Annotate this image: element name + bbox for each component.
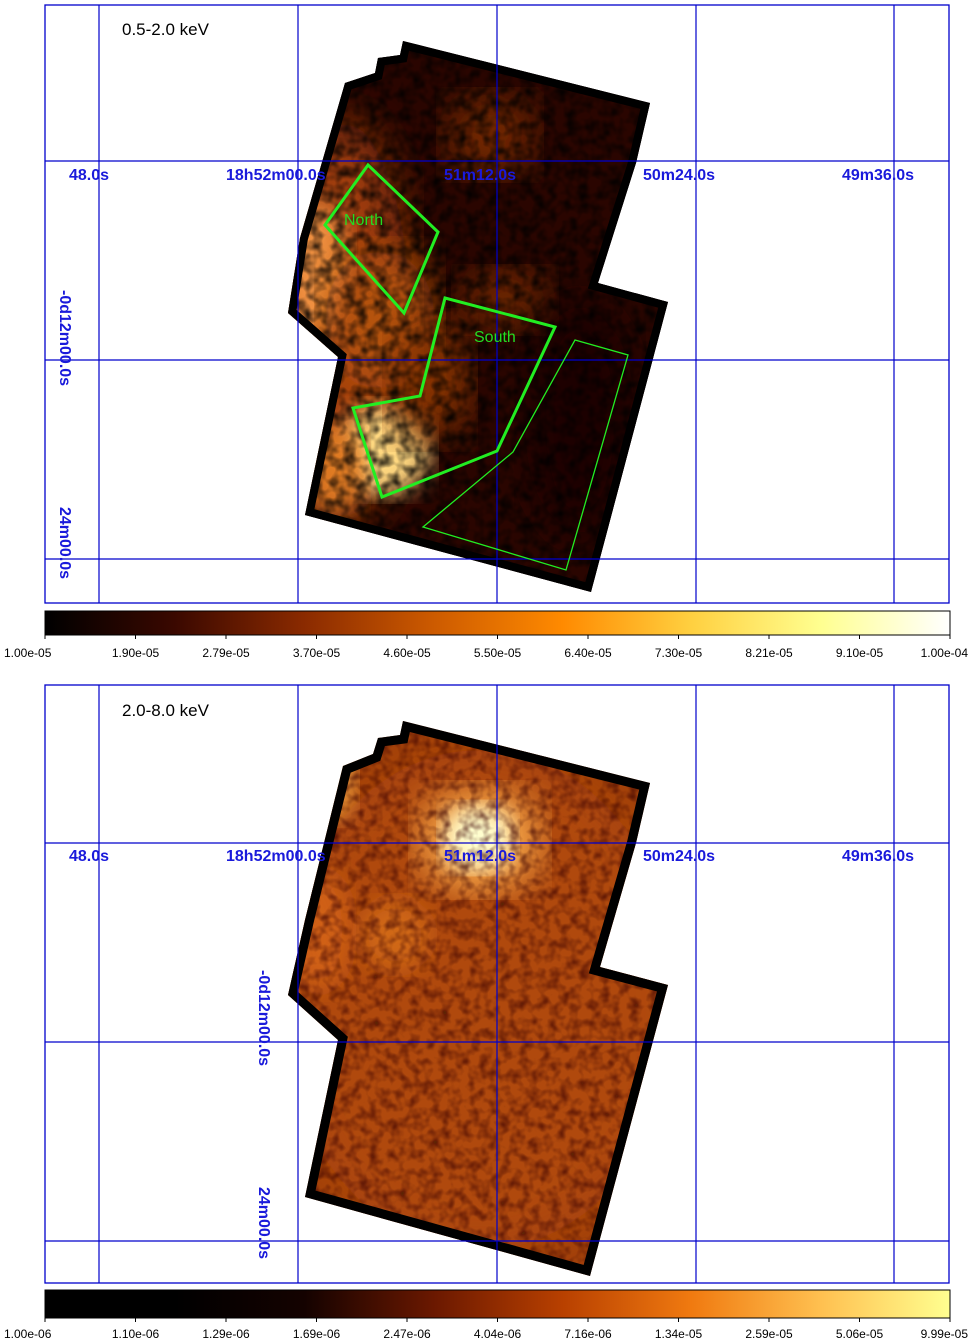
colorbar-soft: 1.00e-05 1.90e-05 2.79e-05 3.70e-05 4.60e-05… bbox=[4, 610, 968, 660]
ra-label: 48.0s bbox=[69, 167, 109, 184]
colorbar-strip-soft bbox=[45, 611, 950, 635]
ra-label: 49m36.0s bbox=[842, 167, 914, 184]
region-label-north: North bbox=[344, 212, 383, 229]
ra-label: 49m36.0s bbox=[842, 848, 914, 865]
colorbar-tick-label: 1.00e-06 bbox=[4, 1327, 52, 1341]
dec-axis-labels-soft: -0d12m00.0s 24m00.0s bbox=[56, 290, 73, 579]
colorbar-tick-label: 1.90e-05 bbox=[112, 646, 160, 660]
colorbar-tick-label: 4.04e-06 bbox=[474, 1327, 522, 1341]
coordinate-grid-soft bbox=[45, 5, 949, 603]
colorbar-tick-label: 1.29e-06 bbox=[202, 1327, 250, 1341]
colorbar-tick-label: 1.00e-05 bbox=[4, 646, 52, 660]
colorbar-strip-hard bbox=[45, 1290, 950, 1318]
colorbar-ticks-soft: 1.00e-05 1.90e-05 2.79e-05 3.70e-05 4.60e-05… bbox=[4, 635, 968, 660]
panel-title-hard: 2.0-8.0 keV bbox=[122, 701, 210, 720]
region-label-south: South bbox=[474, 329, 516, 346]
colorbar-tick-label: 5.06e-05 bbox=[836, 1327, 884, 1341]
ra-label: 51m12.0s bbox=[444, 848, 516, 865]
colorbar-ticks-hard: 1.00e-06 1.10e-06 1.29e-06 1.69e-06 2.47e-06… bbox=[4, 1318, 968, 1341]
ra-label: 50m24.0s bbox=[643, 848, 715, 865]
colorbar-tick-label: 2.59e-05 bbox=[745, 1327, 793, 1341]
colorbar-tick-label: 3.70e-05 bbox=[293, 646, 341, 660]
colorbar-tick-label: 6.40e-05 bbox=[564, 646, 612, 660]
region-north[interactable] bbox=[323, 162, 440, 316]
colorbar-tick-label: 1.10e-06 bbox=[112, 1327, 160, 1341]
colorbar-tick-label: 2.47e-06 bbox=[383, 1327, 431, 1341]
dec-label: 24m00.0s bbox=[56, 507, 73, 579]
dec-label: -0d12m00.0s bbox=[255, 970, 272, 1066]
colorbar-tick-label: 7.30e-05 bbox=[655, 646, 703, 660]
colorbar-tick-label: 8.21e-05 bbox=[745, 646, 793, 660]
image-frame-soft bbox=[44, 4, 950, 604]
dec-label: -0d12m00.0s bbox=[56, 290, 73, 386]
panel-soft-band: North South 0.5-2.0 keV 48.0s 18h52m00.0… bbox=[4, 4, 968, 660]
ra-label: 18h52m00.0s bbox=[226, 848, 326, 865]
dec-axis-labels-hard: -0d12m00.0s 24m00.0s bbox=[255, 970, 272, 1259]
colorbar-tick-label: 5.50e-05 bbox=[474, 646, 522, 660]
panel-title-soft: 0.5-2.0 keV bbox=[122, 20, 210, 39]
panel-hard-band: 2.0-8.0 keV 48.0s 18h52m00.0s 51m12.0s 5… bbox=[4, 684, 968, 1341]
ra-axis-labels-hard: 48.0s 18h52m00.0s 51m12.0s 50m24.0s 49m3… bbox=[69, 848, 914, 865]
colorbar-tick-label: 1.00e-04 bbox=[921, 646, 969, 660]
ra-label: 50m24.0s bbox=[643, 167, 715, 184]
coordinate-grid-hard bbox=[45, 685, 949, 1283]
region-overlays: North South bbox=[323, 162, 629, 571]
colorbar-tick-label: 4.60e-05 bbox=[383, 646, 431, 660]
colorbar-tick-label: 1.34e-05 bbox=[655, 1327, 703, 1341]
colorbar-tick-label: 1.69e-06 bbox=[293, 1327, 341, 1341]
ra-axis-labels-soft: 48.0s 18h52m00.0s 51m12.0s 50m24.0s 49m3… bbox=[69, 167, 914, 184]
ra-label: 18h52m00.0s bbox=[226, 167, 326, 184]
colorbar-tick-label: 7.16e-06 bbox=[564, 1327, 612, 1341]
colorbar-hard: 1.00e-06 1.10e-06 1.29e-06 1.69e-06 2.47e-06… bbox=[4, 1289, 968, 1341]
ra-label: 51m12.0s bbox=[444, 167, 516, 184]
colorbar-tick-label: 2.79e-05 bbox=[202, 646, 250, 660]
region-background[interactable] bbox=[421, 339, 629, 571]
ra-label: 48.0s bbox=[69, 848, 109, 865]
region-south[interactable] bbox=[351, 296, 558, 499]
dec-label: 24m00.0s bbox=[255, 1187, 272, 1259]
colorbar-tick-label: 9.10e-05 bbox=[836, 646, 884, 660]
colorbar-tick-label: 9.99e-05 bbox=[921, 1327, 969, 1341]
xray-image-hard bbox=[288, 721, 668, 1276]
image-frame-hard bbox=[44, 684, 950, 1284]
xray-image-soft bbox=[288, 41, 668, 592]
